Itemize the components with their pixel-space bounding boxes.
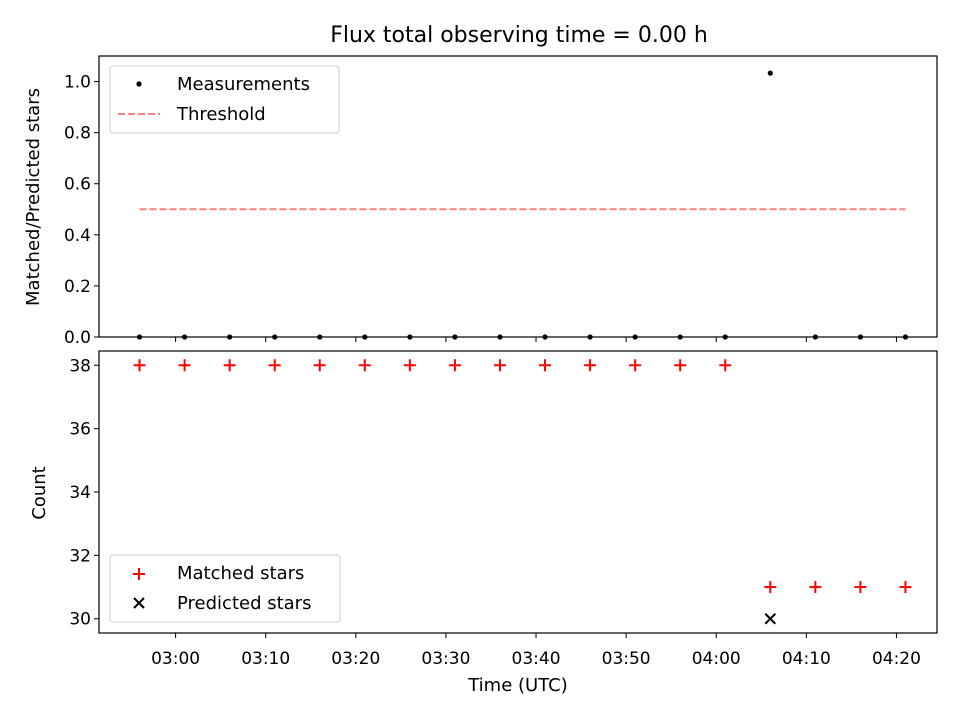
xtick-label-03-00: 03:00 [151, 649, 200, 669]
predicted-stars-point [764, 613, 777, 625]
measurement-point [767, 70, 773, 76]
matched-stars-point [178, 359, 191, 372]
matched-stars-point [809, 581, 822, 594]
legend-measurements-label: Measurements [177, 74, 310, 95]
matched-stars-point [584, 359, 597, 372]
bottom-y-axis-label: Count [29, 466, 50, 519]
bottom-panel: 30 32 34 36 38 03:00 03:10 03:20 03:30 03:40 03:5… [29, 350, 938, 696]
legend-predicted-stars-label: Predicted stars [177, 593, 311, 614]
xtick-label-04-00: 04:00 [692, 649, 741, 669]
xtick-label-04-20: 04:20 [872, 649, 921, 669]
xtick-label-03-10: 03:10 [241, 649, 290, 669]
matched-stars-point [313, 359, 326, 372]
top-axes-frame [98, 55, 938, 338]
bottom-plot-marks [133, 359, 912, 625]
matched-stars-point [223, 359, 236, 372]
bottom-legend-box [109, 554, 341, 623]
bottom-ytick-label: 30 [69, 610, 91, 630]
matched-stars-point [539, 359, 552, 372]
top-ytick-label: 0.4 [64, 226, 91, 246]
matched-stars-point [268, 359, 281, 372]
matched-stars-point [403, 359, 416, 372]
matched-stars-point [674, 359, 687, 372]
bottom-ytick-label: 38 [69, 356, 91, 376]
top-ytick-label: 0.8 [64, 124, 91, 144]
bottom-ytick-label: 36 [69, 420, 91, 440]
matched-stars-point [448, 359, 461, 372]
matched-stars-point [764, 581, 777, 594]
legend-threshold-label: Threshold [176, 104, 266, 125]
bottom-legend: Matched stars Predicted stars [109, 554, 341, 623]
matched-stars-point [493, 359, 506, 372]
bottom-y-axis-ticks: 30 32 34 36 38 [69, 356, 99, 630]
matched-stars-point [133, 359, 146, 372]
matched-stars-point [358, 359, 371, 372]
xtick-label-03-20: 03:20 [331, 649, 380, 669]
legend-matched-stars-label: Matched stars [177, 563, 304, 584]
legend-measurements-marker [136, 81, 142, 87]
top-legend: Measurements Threshold [109, 65, 340, 134]
top-ytick-label: 0.2 [64, 277, 91, 297]
matched-stars-point [899, 581, 912, 594]
matched-stars-point [854, 581, 867, 594]
x-axis-label: Time (UTC) [467, 675, 568, 696]
top-y-axis-label: Matched/Predicted stars [23, 88, 44, 306]
chart-title: Flux total observing time = 0.00 h [330, 23, 708, 48]
top-x-axis-ticks [175, 337, 897, 342]
legend-matched-stars-marker [133, 568, 145, 580]
xtick-label-03-50: 03:50 [602, 649, 651, 669]
top-ytick-label: 0.0 [64, 328, 91, 348]
legend-predicted-stars-marker [133, 597, 145, 609]
bottom-ytick-label: 34 [69, 483, 91, 503]
top-panel: 0.0 0.2 0.4 0.6 0.8 1.0 Matched/Predicted sta… [23, 55, 938, 348]
matched-stars-point [629, 359, 642, 372]
top-ytick-label: 1.0 [64, 73, 91, 93]
bottom-x-axis-ticks: 03:00 03:10 03:20 03:30 03:40 03:50 04:00 04:10… [151, 633, 921, 669]
xtick-label-04-10: 04:10 [782, 649, 831, 669]
bottom-ytick-label: 32 [69, 546, 91, 566]
xtick-label-03-30: 03:30 [421, 649, 470, 669]
matched-stars-point [719, 359, 732, 372]
xtick-label-03-40: 03:40 [512, 649, 561, 669]
top-y-axis-ticks: 0.0 0.2 0.4 0.6 0.8 1.0 [64, 73, 99, 348]
top-legend-box [109, 65, 340, 134]
top-ytick-label: 0.6 [64, 175, 91, 195]
